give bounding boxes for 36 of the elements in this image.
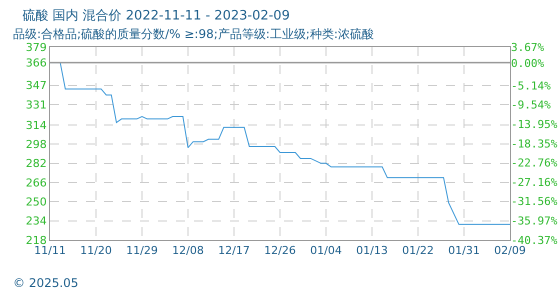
y-tick-label: 298 bbox=[26, 138, 47, 151]
x-tick-label: 12/26 bbox=[264, 244, 296, 258]
x-tick-label: 02/09 bbox=[494, 244, 526, 258]
y-tick-label: 282 bbox=[26, 157, 47, 170]
y2-tick-label: 0.00% bbox=[511, 56, 544, 70]
y2-tick-label: -31.56% bbox=[511, 195, 558, 208]
x-tick-label: 12/17 bbox=[218, 244, 250, 258]
y-tick-label: 266 bbox=[26, 176, 47, 190]
y2-tick-label: -22.76% bbox=[511, 156, 558, 170]
x-tick-label: 11/20 bbox=[80, 244, 112, 258]
text: © 2025.05 bbox=[13, 276, 78, 290]
chart-subtitle: 品级:合格品;硫酸的质量分数/% ≥:98;产品等级:工业级;种类:浓硫酸 bbox=[13, 27, 374, 41]
y-tick-label: 366 bbox=[26, 56, 47, 70]
chart-title: 硫酸 国内 混合价 2022-11-11 - 2023-02-09 bbox=[22, 8, 290, 24]
y-tick-label: 250 bbox=[26, 195, 47, 208]
x-tick-label: 01/13 bbox=[356, 244, 388, 258]
y2-tick-label: 3.67% bbox=[511, 40, 544, 54]
x-tick-label: 12/08 bbox=[172, 244, 204, 258]
y-tick-label: 347 bbox=[26, 79, 47, 92]
y2-tick-label: -13.95% bbox=[511, 118, 558, 132]
x-tick-label: 11/29 bbox=[126, 244, 158, 258]
x-tick-label: 01/22 bbox=[402, 244, 434, 258]
y-tick-label: 314 bbox=[26, 118, 47, 132]
y2-tick-label: -5.14% bbox=[511, 79, 552, 92]
y2-tick-label: -40.37% bbox=[511, 234, 558, 247]
y2-tick-label: -18.35% bbox=[511, 137, 558, 150]
y2-tick-label: -27.16% bbox=[511, 176, 558, 189]
x-tick-label: 01/04 bbox=[310, 244, 342, 258]
y-tick-label: 379 bbox=[26, 40, 47, 54]
y2-tick-label: -9.54% bbox=[511, 98, 552, 112]
y-tick-label: 234 bbox=[26, 214, 47, 228]
x-tick-label: 01/31 bbox=[448, 244, 480, 258]
y-tick-label: 218 bbox=[26, 234, 47, 247]
x-tick-label: 11/11 bbox=[34, 244, 66, 258]
y2-tick-label: -35.97% bbox=[511, 214, 558, 228]
y-tick-label: 331 bbox=[26, 98, 47, 112]
